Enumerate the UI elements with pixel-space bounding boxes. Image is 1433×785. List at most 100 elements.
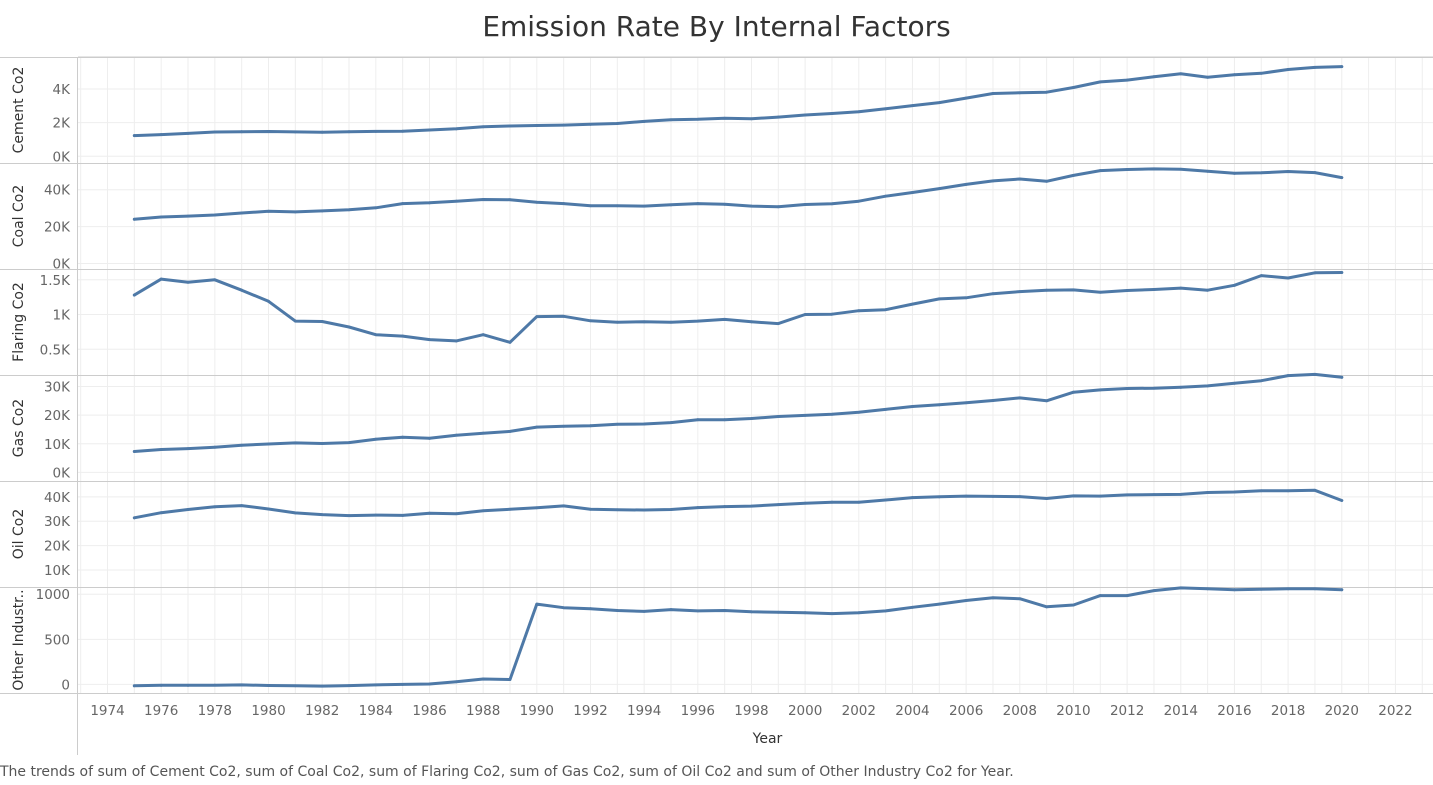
data-point — [1098, 169, 1102, 172]
data-point — [508, 124, 512, 128]
data-point — [401, 683, 405, 686]
data-point — [669, 203, 673, 207]
data-point — [696, 418, 700, 422]
data-point — [347, 441, 351, 445]
y-tick-label: 0K — [53, 149, 72, 165]
data-point — [1313, 587, 1317, 591]
data-point — [1179, 167, 1183, 171]
data-point — [1125, 289, 1129, 292]
data-point — [669, 421, 673, 424]
data-point — [481, 333, 485, 337]
data-point — [1313, 373, 1317, 376]
y-tick-label: 10K — [44, 437, 71, 453]
x-tick-label: 1986 — [412, 703, 446, 719]
y-tick-label: 30K — [44, 514, 71, 530]
data-point — [803, 611, 807, 615]
x-tick-label: 2002 — [842, 703, 876, 719]
data-point — [1233, 283, 1236, 287]
data-point — [374, 513, 378, 517]
data-point — [1125, 594, 1129, 597]
data-point — [857, 410, 861, 414]
data-point — [803, 501, 807, 505]
data-point — [320, 442, 324, 445]
data-point — [240, 130, 244, 134]
data-point — [454, 199, 458, 203]
data-point — [964, 599, 968, 602]
data-point — [1286, 587, 1290, 591]
series-line-3 — [132, 271, 1344, 344]
data-point — [642, 609, 646, 613]
data-point — [1018, 396, 1022, 400]
data-point — [723, 116, 727, 120]
x-tick-label: 1980 — [251, 703, 285, 719]
data-point — [508, 678, 512, 681]
data-point — [911, 302, 914, 306]
data-point — [830, 612, 834, 616]
panel-4: 0K 10K 20K 30K Gas Co2 — [0, 372, 1433, 481]
data-point — [1286, 276, 1290, 280]
x-tick-label: 1984 — [359, 703, 393, 719]
data-point — [642, 508, 646, 512]
data-point — [1152, 75, 1156, 79]
data-point — [159, 448, 163, 451]
data-point — [1259, 71, 1263, 75]
data-point — [535, 124, 539, 127]
data-point — [964, 401, 968, 405]
panel-1: 0K 2K 4K Cement Co2 — [0, 57, 1433, 165]
data-point — [428, 682, 431, 686]
data-point — [750, 610, 753, 614]
data-point — [132, 293, 136, 297]
data-point — [1206, 384, 1210, 388]
data-point — [723, 609, 727, 612]
data-point — [374, 206, 378, 210]
data-point — [615, 609, 619, 612]
data-point — [1045, 497, 1049, 500]
data-point — [1313, 171, 1317, 174]
y-axis-title: Coal Co2 — [11, 185, 27, 248]
data-point — [320, 130, 324, 134]
data-point — [857, 309, 861, 313]
data-point — [669, 508, 673, 511]
data-point — [1152, 589, 1156, 593]
x-tick-label: 2012 — [1110, 703, 1144, 719]
data-point — [1072, 173, 1075, 177]
data-point — [1098, 290, 1102, 294]
data-point — [696, 609, 700, 613]
data-point — [830, 312, 834, 316]
data-point — [1259, 489, 1263, 493]
x-tick-label: 2000 — [788, 703, 822, 719]
data-point — [508, 507, 512, 511]
data-point — [991, 494, 995, 498]
data-point — [293, 511, 297, 515]
data-point — [1018, 91, 1022, 95]
data-point — [1206, 587, 1210, 591]
data-point — [159, 215, 163, 219]
data-point — [884, 194, 888, 198]
data-point — [642, 422, 646, 426]
data-point — [1179, 385, 1183, 389]
y-tick-label: 30K — [44, 379, 71, 395]
y-tick-label: 40K — [44, 490, 71, 506]
y-axis-title: Gas Co2 — [11, 399, 27, 457]
data-point — [1286, 68, 1290, 71]
data-point — [454, 339, 458, 343]
data-point — [1125, 168, 1129, 171]
y-tick-label: 1.5K — [40, 273, 71, 289]
data-point — [937, 602, 941, 606]
data-point — [293, 319, 297, 323]
data-point — [1206, 288, 1210, 292]
y-tick-label: 0K — [53, 465, 72, 481]
y-tick-label: 40K — [44, 183, 71, 199]
data-point — [1098, 494, 1102, 498]
data-point — [401, 513, 405, 517]
data-point — [723, 202, 727, 206]
data-point — [1286, 170, 1290, 173]
data-point — [562, 606, 566, 610]
data-point — [267, 684, 270, 687]
data-point — [723, 317, 727, 321]
data-point — [750, 204, 753, 208]
data-point — [240, 683, 244, 687]
data-point — [1179, 286, 1183, 290]
data-point — [776, 115, 780, 119]
